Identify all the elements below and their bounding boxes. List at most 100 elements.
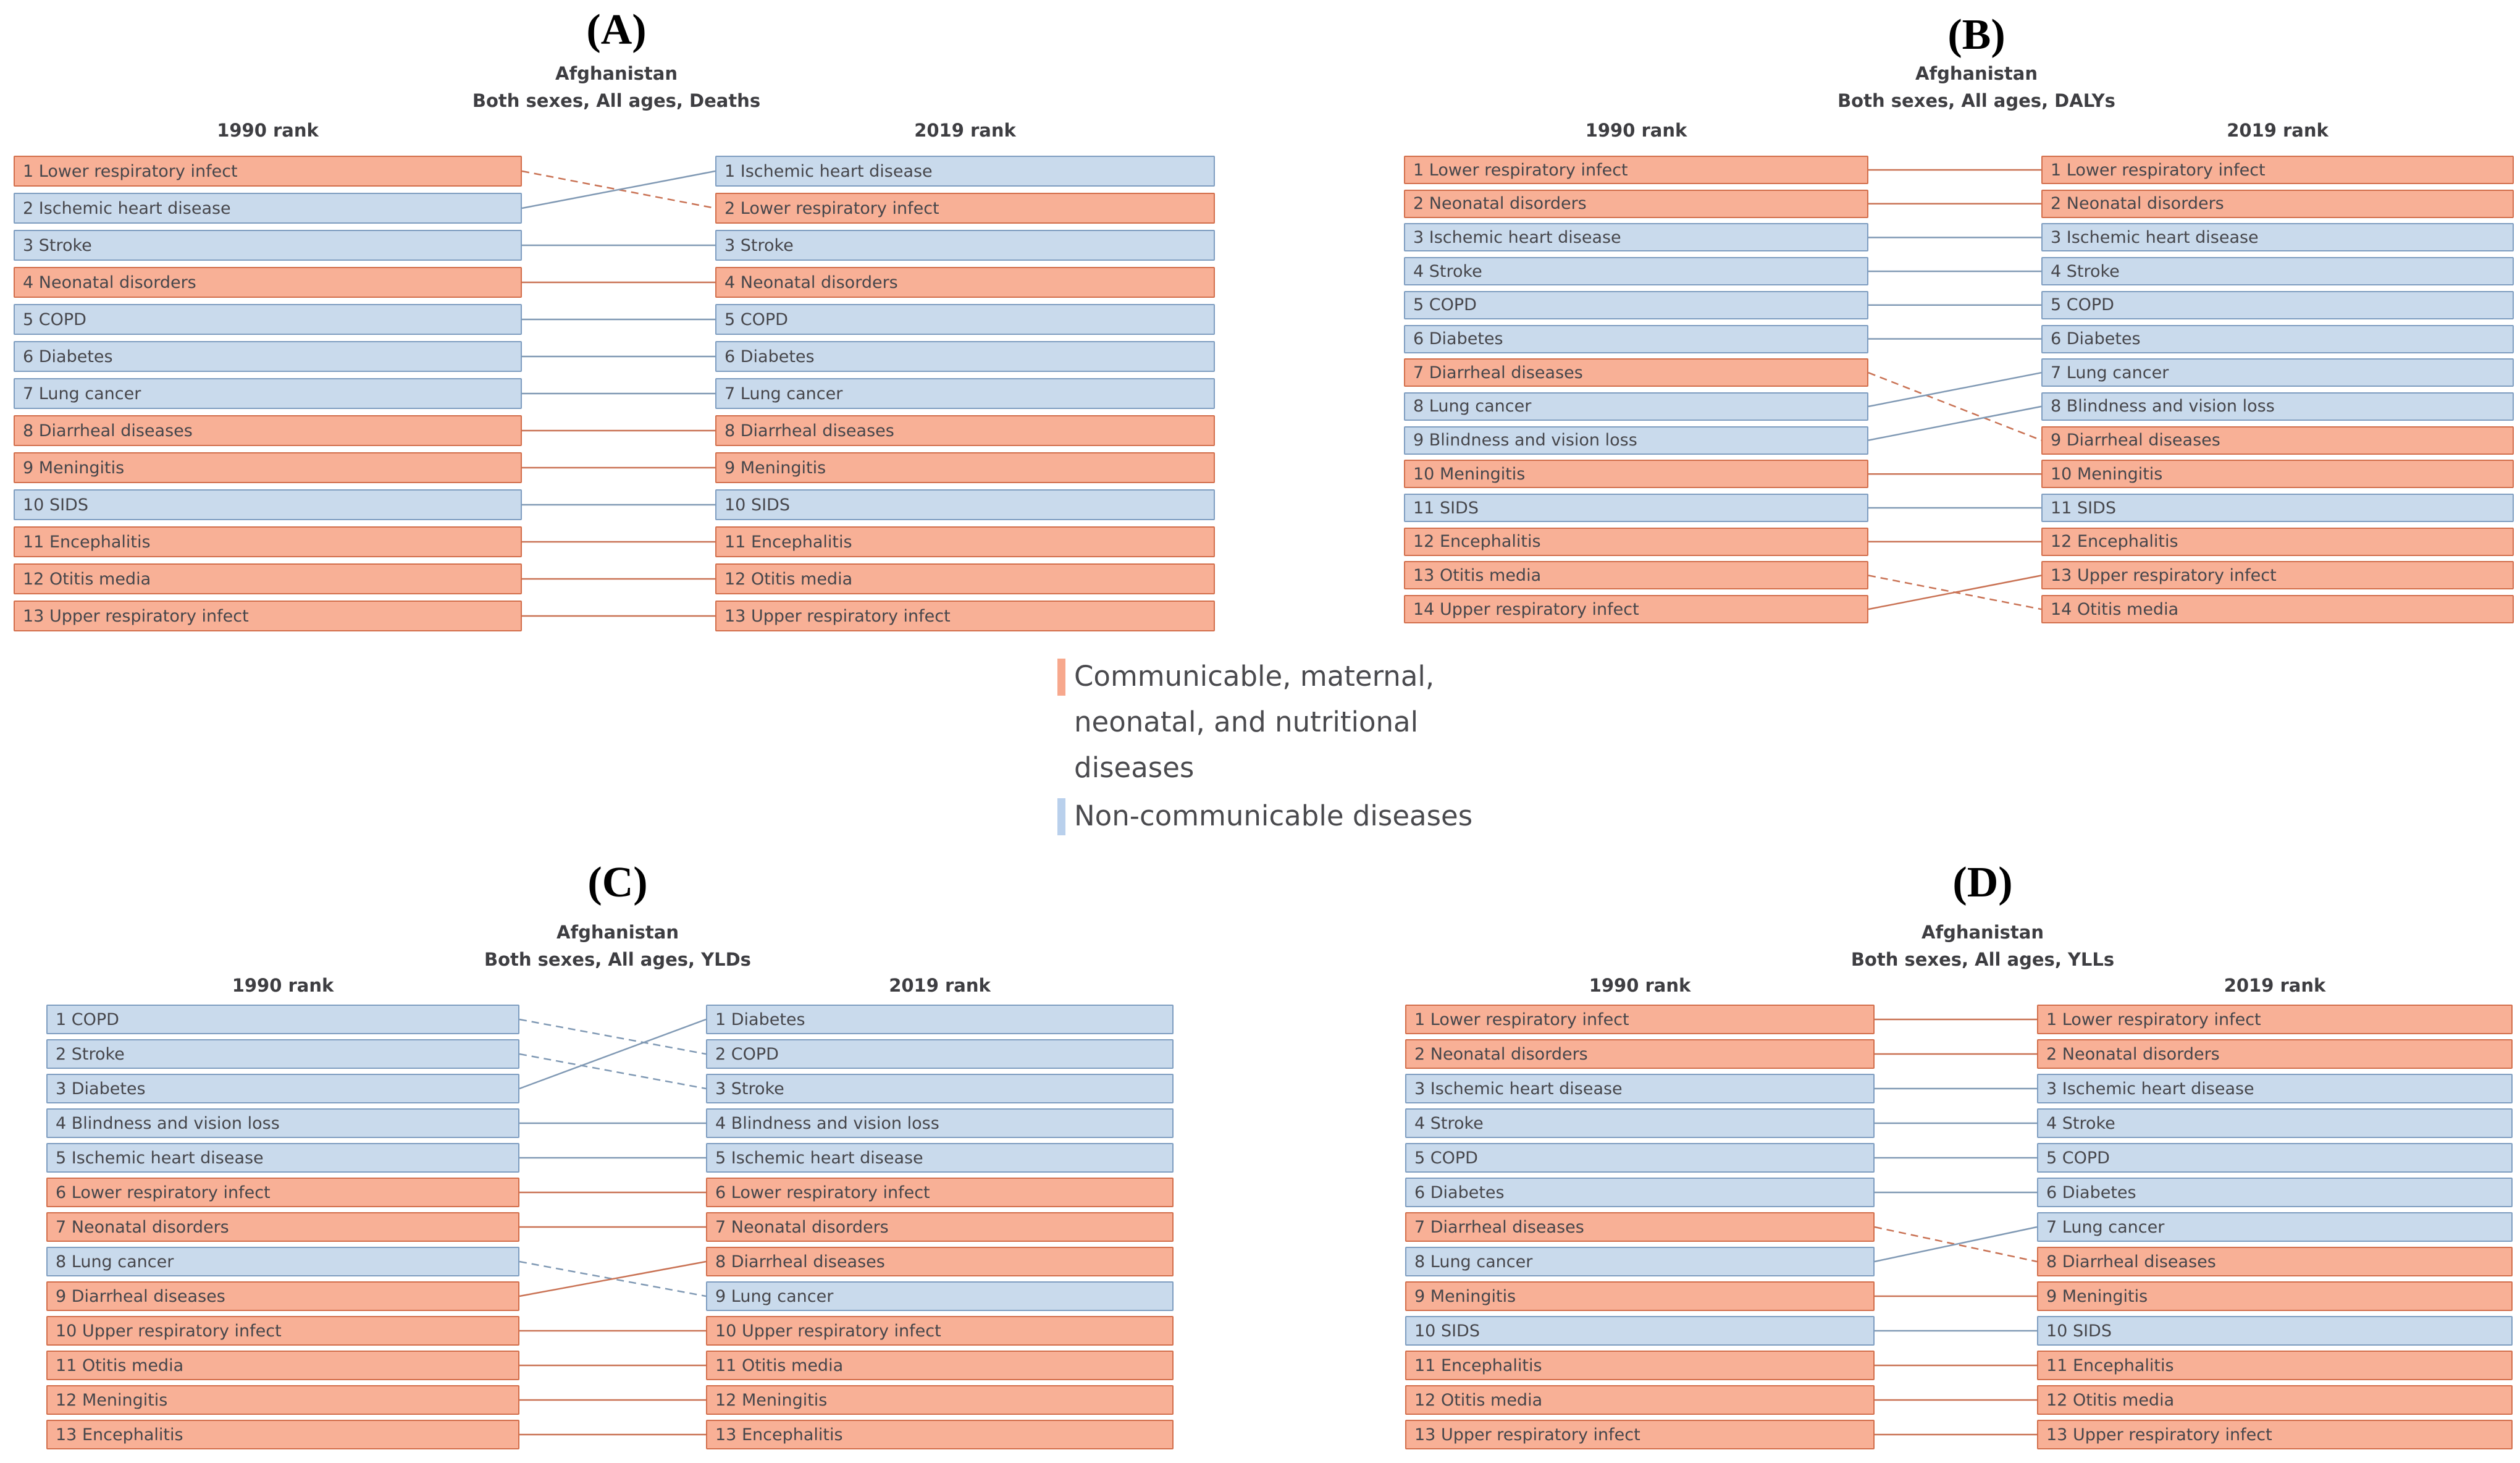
rank-box-1990: 12 Meningitis xyxy=(46,1385,519,1415)
col-header-2019: 2019 rank xyxy=(889,975,991,996)
rank-box-1990: 12 Otitis media xyxy=(14,563,522,594)
rank-box-2019: 10 SIDS xyxy=(715,489,1215,520)
rank-box-2019: 12 Otitis media xyxy=(715,563,1215,594)
panel-title-location: Afghanistan xyxy=(1915,63,2038,84)
rank-box-1990: 13 Otitis media xyxy=(1404,561,1868,590)
rank-box-2019: 5 COPD xyxy=(2037,1143,2513,1173)
panel-letter: (A) xyxy=(586,6,647,54)
rank-box-2019: 12 Meningitis xyxy=(706,1385,1174,1415)
legend-item-ncd: Non-communicable diseases xyxy=(1057,793,1494,839)
rank-link-7-9 xyxy=(1868,372,2042,441)
rank-box-2019: 7 Neonatal disorders xyxy=(706,1212,1174,1242)
panel-subtitle: Both sexes, All ages, YLLs xyxy=(1850,949,2115,970)
rank-box-2019: 1 Lower respiratory infect xyxy=(2037,1005,2513,1034)
rank-box-1990: 7 Neonatal disorders xyxy=(46,1212,519,1242)
rank-box-2019: 8 Diarrheal diseases xyxy=(706,1247,1174,1276)
panel-title-location: Afghanistan xyxy=(1922,922,2044,943)
panel-subtitle: Both sexes, All ages, YLDs xyxy=(484,949,751,970)
rank-box-2019: 7 Lung cancer xyxy=(715,378,1215,409)
panel-subtitle: Both sexes, All ages, Deaths xyxy=(472,90,761,111)
rank-box-2019: 11 Otitis media xyxy=(706,1351,1174,1380)
rank-box-1990: 11 Encephalitis xyxy=(14,526,522,557)
col-header-1990: 1990 rank xyxy=(1585,120,1687,141)
rank-box-2019: 1 Diabetes xyxy=(706,1005,1174,1034)
rank-box-1990: 3 Ischemic heart disease xyxy=(1404,223,1868,252)
rank-box-1990: 8 Lung cancer xyxy=(1405,1247,1875,1276)
rank-box-1990: 2 Neonatal disorders xyxy=(1404,189,1868,218)
rank-box-1990: 8 Lung cancer xyxy=(46,1247,519,1276)
cmnn-color-swatch xyxy=(1057,659,1065,696)
rank-box-1990: 6 Diabetes xyxy=(1404,324,1868,353)
rank-link-2-3 xyxy=(519,1053,707,1090)
rank-box-2019: 2 Lower respiratory infect xyxy=(715,193,1215,224)
rank-box-1990: 6 Diabetes xyxy=(14,341,522,372)
rank-box-2019: 4 Stroke xyxy=(2041,257,2514,286)
rank-box-1990: 1 COPD xyxy=(46,1005,519,1034)
rank-link-9-8 xyxy=(1868,405,2042,441)
rank-box-1990: 14 Upper respiratory infect xyxy=(1404,595,1868,624)
rank-box-2019: 1 Lower respiratory infect xyxy=(2041,156,2514,184)
rank-box-2019: 7 Lung cancer xyxy=(2037,1212,2513,1242)
rank-box-1990: 10 Meningitis xyxy=(1404,460,1868,489)
rank-link-1-2 xyxy=(519,1018,707,1055)
rank-box-2019: 2 COPD xyxy=(706,1039,1174,1069)
rank-links xyxy=(1868,169,2042,610)
rank-box-2019: 7 Lung cancer xyxy=(2041,358,2514,387)
rank-box-2019: 10 Upper respiratory infect xyxy=(706,1316,1174,1346)
rank-box-2019: 5 COPD xyxy=(2041,290,2514,319)
rank-box-2019: 9 Lung cancer xyxy=(706,1281,1174,1311)
rank-box-2019: 5 Ischemic heart disease xyxy=(706,1143,1174,1173)
rank-box-1990: 4 Stroke xyxy=(1404,257,1868,286)
rank-link-14-13 xyxy=(1868,575,2042,610)
rank-box-1990: 12 Otitis media xyxy=(1405,1385,1875,1415)
rank-box-1990: 2 Stroke xyxy=(46,1039,519,1069)
rank-box-2019: 2 Neonatal disorders xyxy=(2037,1039,2513,1069)
rank-link-2-1 xyxy=(521,170,716,209)
rank-box-2019: 10 SIDS xyxy=(2037,1316,2513,1346)
col-header-2019: 2019 rank xyxy=(2224,975,2326,996)
rank-box-2019: 10 Meningitis xyxy=(2041,460,2514,489)
rank-link-1-2 xyxy=(521,170,716,209)
rank-box-1990: 11 Otitis media xyxy=(46,1351,519,1380)
rank-box-1990: 5 COPD xyxy=(1405,1143,1875,1173)
rank-links xyxy=(1874,1018,2038,1436)
rank-links xyxy=(519,1018,707,1436)
legend-item-cmnn: Communicable, maternal, neonatal, and nu… xyxy=(1057,654,1494,791)
rank-box-1990: 4 Neonatal disorders xyxy=(14,267,522,298)
rank-box-2019: 6 Diabetes xyxy=(2041,324,2514,353)
rank-box-1990: 5 COPD xyxy=(1404,290,1868,319)
rank-box-1990: 7 Diarrheal diseases xyxy=(1405,1212,1875,1242)
rank-box-2019: 2 Neonatal disorders xyxy=(2041,189,2514,218)
rank-box-2019: 13 Encephalitis xyxy=(706,1420,1174,1449)
rank-box-2019: 14 Otitis media xyxy=(2041,595,2514,624)
rank-box-1990: 9 Blindness and vision loss xyxy=(1404,426,1868,455)
rank-box-1990: 10 Upper respiratory infect xyxy=(46,1316,519,1346)
rank-box-1990: 7 Lung cancer xyxy=(14,378,522,409)
rank-box-2019: 5 COPD xyxy=(715,304,1215,335)
rank-link-9-8 xyxy=(519,1260,707,1297)
rank-link-3-1 xyxy=(519,1018,707,1090)
rank-box-1990: 4 Stroke xyxy=(1405,1108,1875,1138)
rank-box-2019: 12 Otitis media xyxy=(2037,1385,2513,1415)
rank-box-2019: 6 Diabetes xyxy=(2037,1178,2513,1207)
rank-link-8-9 xyxy=(519,1260,707,1297)
panel-title-location: Afghanistan xyxy=(555,63,678,84)
rank-box-1990: 11 SIDS xyxy=(1404,494,1868,522)
rank-box-1990: 13 Encephalitis xyxy=(46,1420,519,1449)
rank-box-2019: 13 Upper respiratory infect xyxy=(2037,1420,2513,1449)
ncd-color-swatch xyxy=(1057,798,1065,835)
rank-box-1990: 10 SIDS xyxy=(1405,1316,1875,1346)
rank-box-1990: 6 Lower respiratory infect xyxy=(46,1178,519,1207)
rank-box-2019: 6 Lower respiratory infect xyxy=(706,1178,1174,1207)
rank-box-2019: 8 Diarrheal diseases xyxy=(715,415,1215,446)
rank-box-2019: 3 Ischemic heart disease xyxy=(2041,223,2514,252)
rank-box-1990: 5 Ischemic heart disease xyxy=(46,1143,519,1173)
rank-box-2019: 8 Diarrheal diseases xyxy=(2037,1247,2513,1276)
rank-box-1990: 1 Lower respiratory infect xyxy=(1404,156,1868,184)
rank-box-1990: 9 Diarrheal diseases xyxy=(46,1281,519,1311)
rank-box-2019: 9 Diarrheal diseases xyxy=(2041,426,2514,455)
rank-links xyxy=(521,170,716,617)
rank-box-2019: 4 Neonatal disorders xyxy=(715,267,1215,298)
col-header-1990: 1990 rank xyxy=(217,120,319,141)
rank-box-1990: 2 Neonatal disorders xyxy=(1405,1039,1875,1069)
